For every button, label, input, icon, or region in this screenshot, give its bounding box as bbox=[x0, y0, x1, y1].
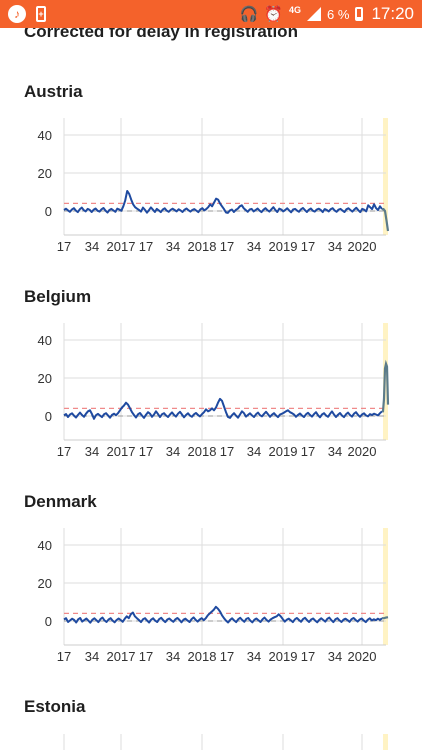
y-tick-label: 20 bbox=[38, 166, 52, 181]
x-tick-label: 17 bbox=[301, 649, 315, 664]
x-tick-label: 17 bbox=[139, 444, 153, 459]
x-tick-label: 34 bbox=[247, 649, 261, 664]
chart-estonia bbox=[63, 734, 388, 750]
x-tick-label: 34 bbox=[85, 649, 99, 664]
x-tick-label: 34 bbox=[166, 444, 180, 459]
x-tick-label: 17 bbox=[139, 239, 153, 254]
x-tick-label: 2017 bbox=[107, 649, 136, 664]
x-tick-label: 2020 bbox=[348, 239, 377, 254]
series-line bbox=[63, 605, 383, 624]
series-tail-line bbox=[382, 208, 390, 232]
y-tick-label: 0 bbox=[45, 409, 52, 424]
status-bar-right: 🎧 ⏰ 4G 6 % 17:20 bbox=[240, 4, 414, 24]
x-tick-label: 34 bbox=[166, 239, 180, 254]
y-tick-label: 20 bbox=[38, 576, 52, 591]
battery-plus-icon: + bbox=[36, 6, 46, 22]
x-tick-label: 17 bbox=[301, 444, 315, 459]
x-tick-label: 2018 bbox=[188, 649, 217, 664]
clock: 17:20 bbox=[371, 4, 414, 23]
country-title-denmark: Denmark bbox=[24, 492, 97, 511]
x-tick-label: 2019 bbox=[269, 444, 298, 459]
series-tail-line bbox=[382, 616, 389, 620]
x-tick-label: 17 bbox=[57, 649, 71, 664]
signal-strength-icon bbox=[307, 7, 322, 21]
x-tick-label: 17 bbox=[57, 444, 71, 459]
x-tick-label: 17 bbox=[220, 444, 234, 459]
x-tick-label: 34 bbox=[166, 649, 180, 664]
battery-icon bbox=[355, 7, 364, 21]
network-type: 4G bbox=[289, 5, 302, 15]
y-tick-label: 40 bbox=[38, 333, 52, 348]
series-line bbox=[63, 397, 383, 420]
x-tick-label: 34 bbox=[247, 444, 261, 459]
x-tick-label: 34 bbox=[247, 239, 261, 254]
y-tick-label: 40 bbox=[38, 128, 52, 143]
headphones-icon: 🎧 bbox=[239, 5, 259, 23]
x-tick-label: 2017 bbox=[107, 239, 136, 254]
x-tick-label: 17 bbox=[139, 649, 153, 664]
y-tick-label: 0 bbox=[45, 204, 52, 219]
x-tick-label: 34 bbox=[85, 239, 99, 254]
recent-period-highlight bbox=[383, 734, 388, 750]
x-tick-label: 34 bbox=[85, 444, 99, 459]
country-title-austria: Austria bbox=[24, 82, 83, 101]
country-title-belgium: Belgium bbox=[24, 287, 92, 306]
recent-period-highlight bbox=[383, 118, 388, 235]
series-tail-line bbox=[381, 359, 390, 413]
alarm-clock-icon: ⏰ bbox=[264, 5, 284, 23]
x-tick-label: 17 bbox=[57, 239, 71, 254]
battery-percent: 6 % bbox=[327, 6, 350, 22]
y-tick-label: 0 bbox=[45, 614, 52, 629]
status-bar-left: ♪ + bbox=[8, 5, 46, 23]
x-tick-label: 34 bbox=[328, 239, 342, 254]
x-tick-label: 2020 bbox=[348, 444, 377, 459]
recent-period-highlight bbox=[383, 528, 388, 645]
country-title-estonia: Estonia bbox=[24, 697, 86, 716]
x-tick-label: 2018 bbox=[188, 239, 217, 254]
x-tick-label: 34 bbox=[328, 649, 342, 664]
x-tick-label: 2019 bbox=[269, 239, 298, 254]
x-tick-label: 17 bbox=[220, 649, 234, 664]
x-tick-label: 2020 bbox=[348, 649, 377, 664]
x-tick-label: 17 bbox=[301, 239, 315, 254]
x-tick-label: 34 bbox=[328, 444, 342, 459]
x-tick-label: 2018 bbox=[188, 444, 217, 459]
x-tick-label: 2019 bbox=[269, 649, 298, 664]
series-line bbox=[63, 190, 383, 214]
y-tick-label: 20 bbox=[38, 371, 52, 386]
x-tick-label: 17 bbox=[220, 239, 234, 254]
music-note-icon: ♪ bbox=[8, 5, 26, 23]
x-tick-label: 2017 bbox=[107, 444, 136, 459]
y-tick-label: 40 bbox=[38, 538, 52, 553]
status-bar: ♪ + 🎧 ⏰ 4G 6 % 17:20 bbox=[0, 0, 422, 28]
